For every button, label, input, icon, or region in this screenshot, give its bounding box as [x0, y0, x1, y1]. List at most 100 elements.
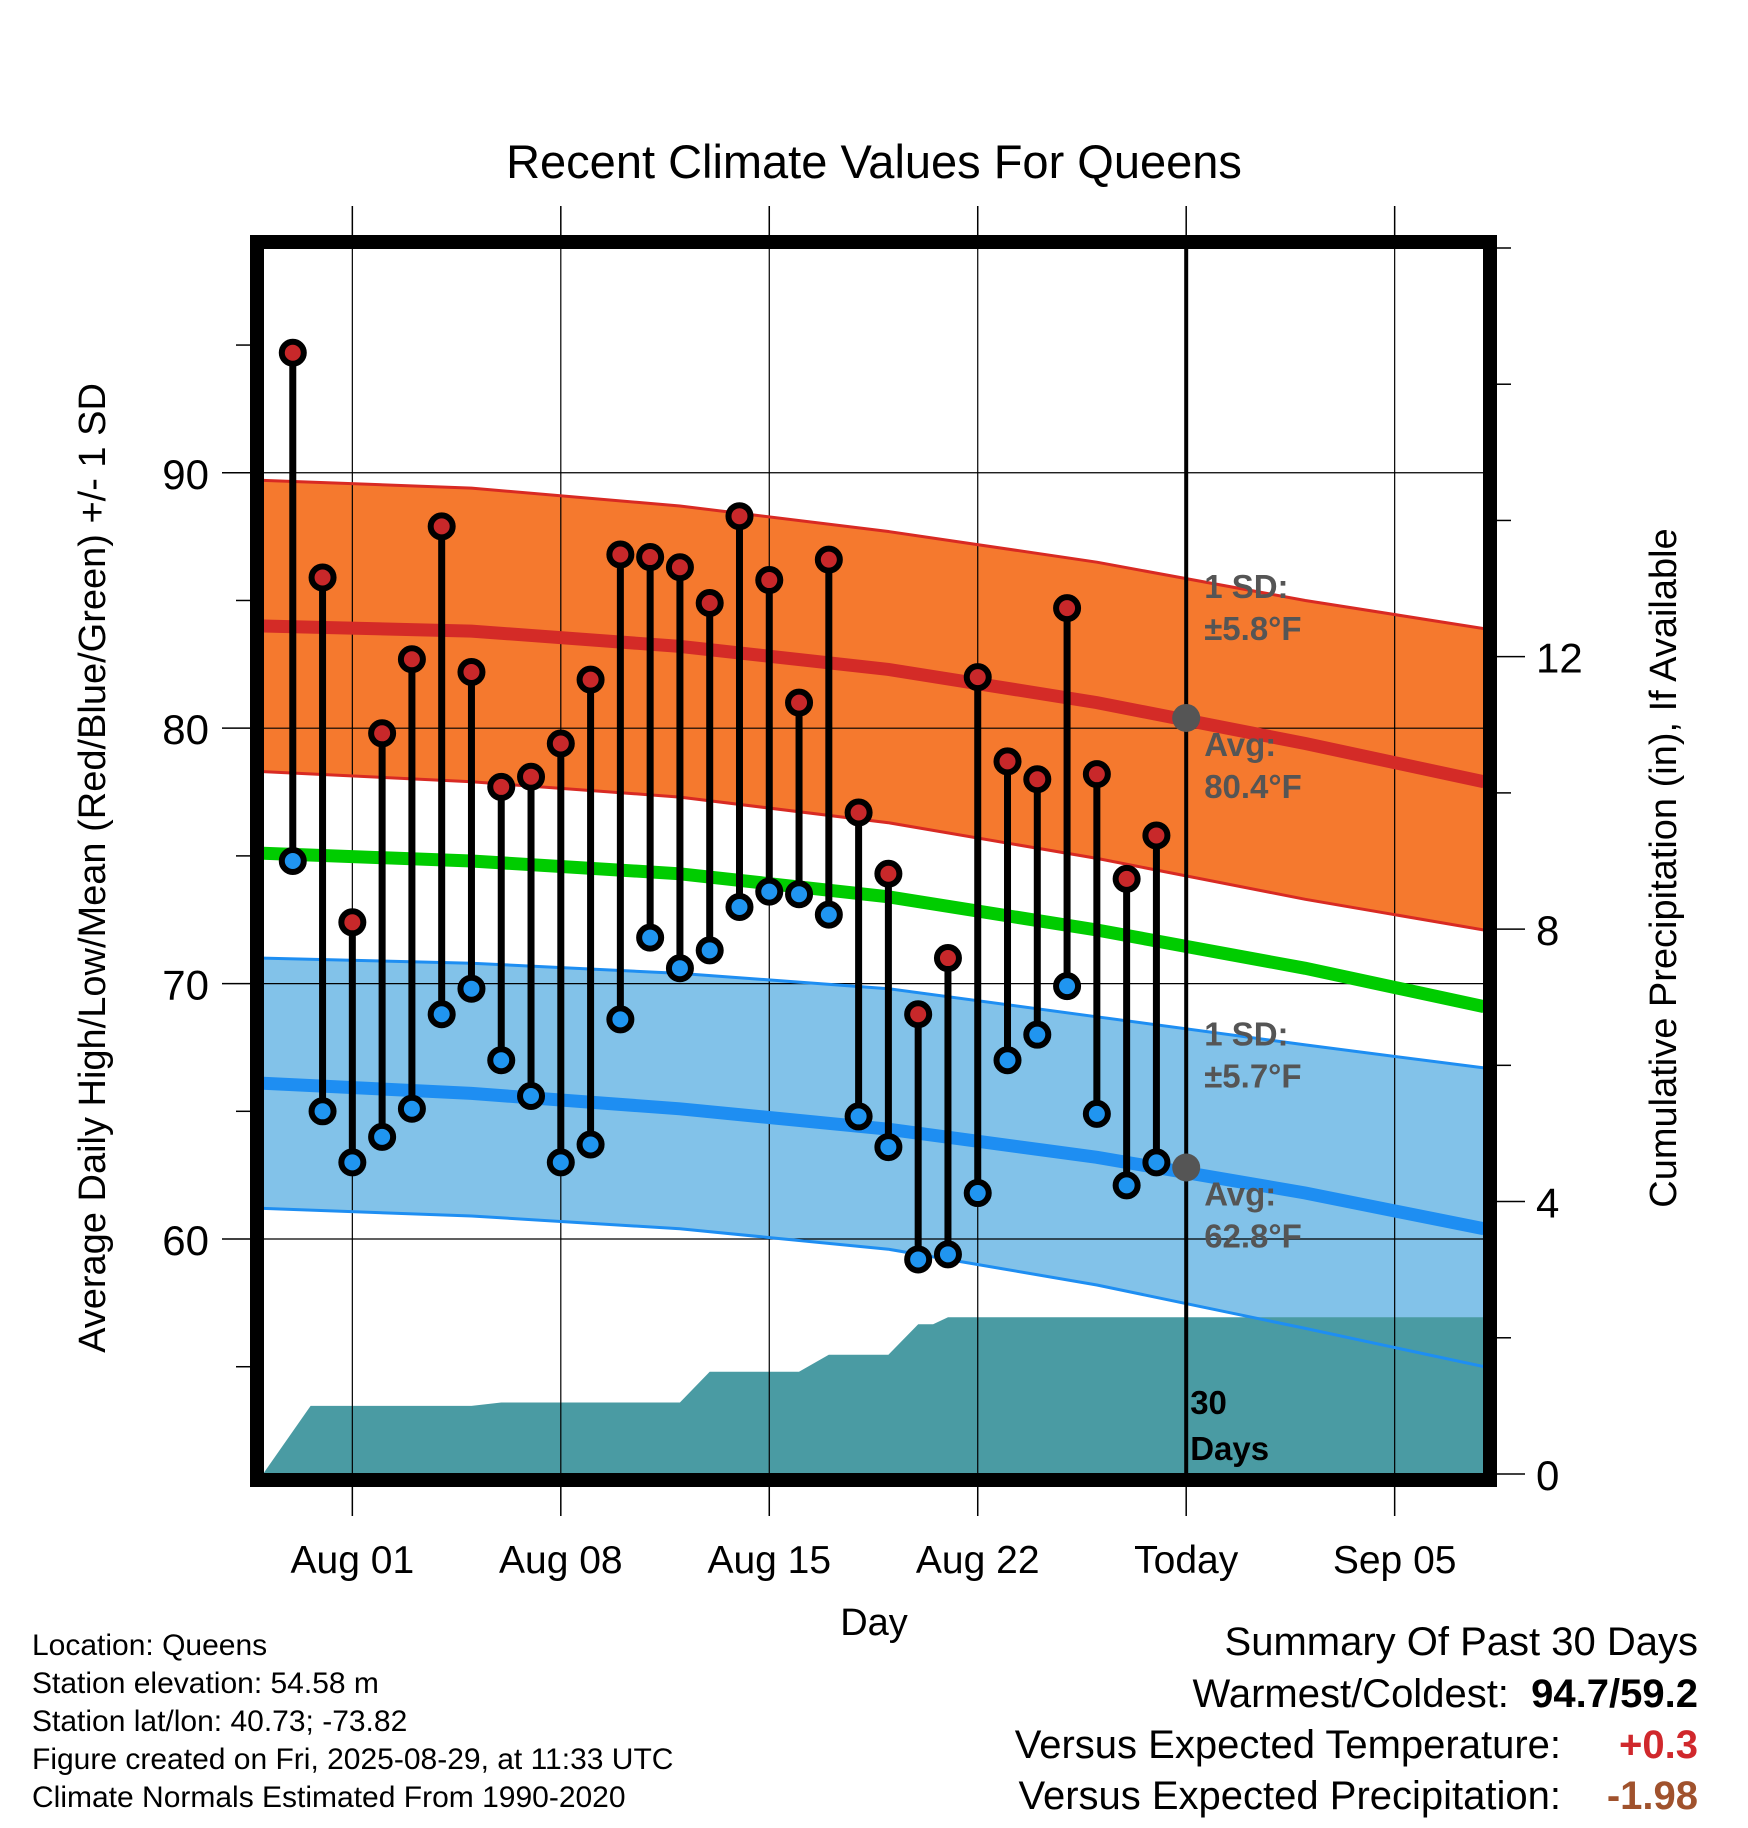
daily-high-point	[665, 553, 694, 582]
daily-high-point	[1053, 594, 1082, 623]
low-sd-value: ±5.7°F	[1204, 1058, 1301, 1095]
low-avg-value: 62.8°F	[1204, 1218, 1302, 1255]
low-avg-label: Avg:	[1204, 1176, 1276, 1213]
precip-departure-value: -1.98	[1606, 1774, 1698, 1818]
daily-low-point	[517, 1081, 546, 1110]
daily-high-point	[457, 657, 486, 686]
x-tick-label: Aug 08	[499, 1539, 623, 1582]
daily-low-point	[933, 1240, 962, 1269]
y2-tick-label: 0	[1536, 1452, 1559, 1499]
period-unit: Days	[1190, 1430, 1269, 1467]
daily-low-point	[278, 847, 307, 875]
daily-high-point	[308, 563, 337, 592]
daily-high-point	[814, 545, 843, 574]
daily-low-point	[457, 974, 486, 1003]
high-sd-label: 1 SD:	[1204, 568, 1288, 605]
x-tick-label: Today	[1134, 1539, 1239, 1582]
footer-created: Figure created on Fri, 2025-08-29, at 11…	[32, 1743, 674, 1776]
high-sd-value: ±5.8°F	[1204, 610, 1301, 647]
daily-high-point	[338, 908, 367, 937]
daily-high-point	[1082, 760, 1111, 789]
daily-high-point	[397, 645, 426, 674]
daily-high-point	[1142, 821, 1171, 850]
daily-high-point	[1023, 765, 1052, 794]
y-tick-label: 70	[162, 962, 209, 1009]
daily-low-point	[308, 1097, 337, 1126]
daily-low-point	[844, 1102, 873, 1131]
daily-high-point	[933, 944, 962, 973]
daily-low-point	[814, 900, 843, 929]
low-sd-label: 1 SD:	[1204, 1016, 1288, 1053]
daily-low-point	[993, 1046, 1022, 1075]
daily-low-point	[1142, 1148, 1171, 1177]
daily-high-point	[785, 688, 814, 717]
daily-low-point	[427, 1000, 456, 1029]
high-avg-label: Avg:	[1204, 726, 1276, 763]
daily-high-point	[695, 589, 724, 618]
daily-low-point	[1112, 1171, 1141, 1200]
summary-temp-row: Versus Expected Temperature:	[1014, 1723, 1561, 1767]
daily-low-point	[606, 1005, 635, 1034]
x-axis-label: Day	[840, 1602, 908, 1644]
daily-low-point	[368, 1122, 397, 1151]
daily-low-point	[785, 880, 814, 909]
daily-high-point	[517, 762, 546, 791]
daily-low-point	[636, 923, 665, 952]
daily-low-point	[546, 1148, 575, 1177]
low-sd-band	[263, 958, 1484, 1367]
low-sd-lower-edge	[263, 1206, 1484, 1369]
daily-low-point	[397, 1094, 426, 1123]
x-tick-label: Aug 22	[916, 1539, 1040, 1582]
high-avg-value: 80.4°F	[1204, 768, 1302, 805]
x-tick-label: Sep 05	[1333, 1539, 1457, 1582]
daily-low-point	[665, 954, 694, 983]
daily-low-point	[904, 1245, 933, 1274]
y2-axis-label: Cumulative Precipitation (in), If Availa…	[1643, 528, 1685, 1207]
daily-high-point	[993, 747, 1022, 776]
warm-cold-label: Warmest/Coldest:	[1192, 1672, 1509, 1716]
x-tick-label: Aug 15	[707, 1539, 831, 1582]
footer-latlon: Station lat/lon: 40.73; -73.82	[32, 1705, 408, 1738]
daily-high-point	[427, 512, 456, 541]
x-tick-label: Aug 01	[291, 1539, 415, 1582]
daily-high-point	[874, 859, 903, 888]
daily-high-point	[963, 663, 992, 692]
chart-title: Recent Climate Values For Queens	[506, 135, 1242, 188]
daily-low-point	[695, 936, 724, 965]
coldest-value: 59.2	[1620, 1672, 1698, 1716]
y-tick-label: 80	[162, 706, 209, 753]
period-number: 30	[1190, 1384, 1227, 1421]
daily-low-point	[576, 1130, 605, 1159]
today-low-avg-marker	[1172, 1153, 1201, 1182]
y2-tick-label: 12	[1536, 635, 1583, 682]
precipitation-area	[263, 1317, 1484, 1474]
daily-high-point	[725, 502, 754, 531]
plot-area: 1 SD: ±5.8°F Avg: 80.4°F 1 SD: ±5.7°F Avg: 62.8…	[162, 206, 1583, 1582]
daily-high-point	[576, 665, 605, 694]
daily-high-point	[368, 719, 397, 748]
high-sd-upper-edge	[263, 478, 1484, 631]
daily-low-point	[1053, 972, 1082, 1001]
y2-tick-label: 4	[1536, 1180, 1559, 1227]
daily-low-point	[338, 1148, 367, 1177]
footer-elevation: Station elevation: 54.58 m	[32, 1667, 379, 1700]
daily-high-point	[546, 729, 575, 758]
y-axis-label: Average Daily High/Low/Mean (Red/Blue/Gr…	[72, 383, 114, 1353]
daily-low-point	[1082, 1099, 1111, 1128]
plot-frame	[250, 235, 1497, 1487]
daily-high-point	[755, 566, 784, 595]
daily-high-point	[636, 543, 665, 572]
daily-low-point	[874, 1133, 903, 1162]
daily-high-point	[606, 540, 635, 569]
footer-normals: Climate Normals Estimated From 1990-2020	[32, 1781, 626, 1814]
daily-high-point	[904, 1000, 933, 1029]
daily-high-point	[844, 798, 873, 827]
warmest-value: 94.7	[1531, 1672, 1610, 1716]
plot-content	[263, 248, 1484, 1474]
value-separator: /	[1609, 1672, 1621, 1716]
summary-precip-row: Versus Expected Precipitation:	[1018, 1774, 1561, 1818]
daily-low-point	[755, 877, 784, 906]
daily-high-point	[487, 772, 516, 801]
daily-low-point	[963, 1179, 992, 1208]
